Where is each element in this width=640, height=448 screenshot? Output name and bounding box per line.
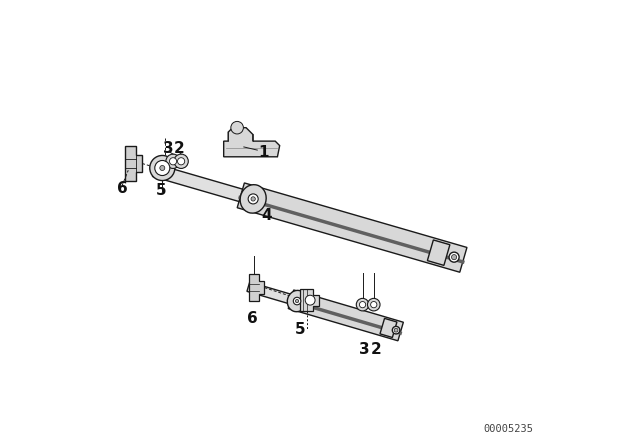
Polygon shape (249, 274, 264, 301)
Polygon shape (300, 289, 319, 311)
Circle shape (293, 297, 301, 305)
Circle shape (174, 154, 188, 168)
Text: 6: 6 (116, 181, 127, 196)
Polygon shape (428, 240, 450, 265)
Circle shape (155, 160, 170, 176)
Polygon shape (125, 146, 142, 181)
Circle shape (160, 165, 165, 171)
Text: 2: 2 (371, 342, 381, 357)
Circle shape (177, 158, 185, 165)
Circle shape (449, 252, 459, 262)
Circle shape (451, 254, 457, 260)
Text: 5: 5 (294, 322, 305, 337)
Circle shape (296, 299, 299, 303)
Text: 2: 2 (173, 141, 184, 156)
Circle shape (305, 295, 315, 305)
Circle shape (367, 298, 380, 311)
Circle shape (150, 155, 175, 181)
Circle shape (170, 158, 177, 165)
Text: 5: 5 (156, 183, 166, 198)
Circle shape (392, 327, 400, 334)
Circle shape (394, 328, 398, 332)
Circle shape (166, 154, 180, 168)
Text: 00005235: 00005235 (484, 424, 534, 434)
Text: 3: 3 (358, 342, 369, 357)
Polygon shape (223, 128, 280, 157)
Circle shape (371, 302, 377, 308)
Text: 1: 1 (259, 145, 269, 160)
Text: 4: 4 (261, 207, 271, 223)
Polygon shape (237, 183, 467, 272)
Polygon shape (247, 282, 292, 304)
Circle shape (251, 197, 255, 201)
Circle shape (360, 302, 365, 308)
Circle shape (356, 298, 369, 311)
Text: 6: 6 (248, 310, 258, 326)
Circle shape (248, 194, 258, 204)
Text: 3: 3 (163, 141, 174, 156)
Polygon shape (152, 164, 243, 202)
Ellipse shape (287, 290, 307, 312)
Polygon shape (380, 319, 397, 337)
Ellipse shape (240, 185, 266, 213)
Circle shape (231, 121, 243, 134)
Polygon shape (288, 290, 403, 341)
